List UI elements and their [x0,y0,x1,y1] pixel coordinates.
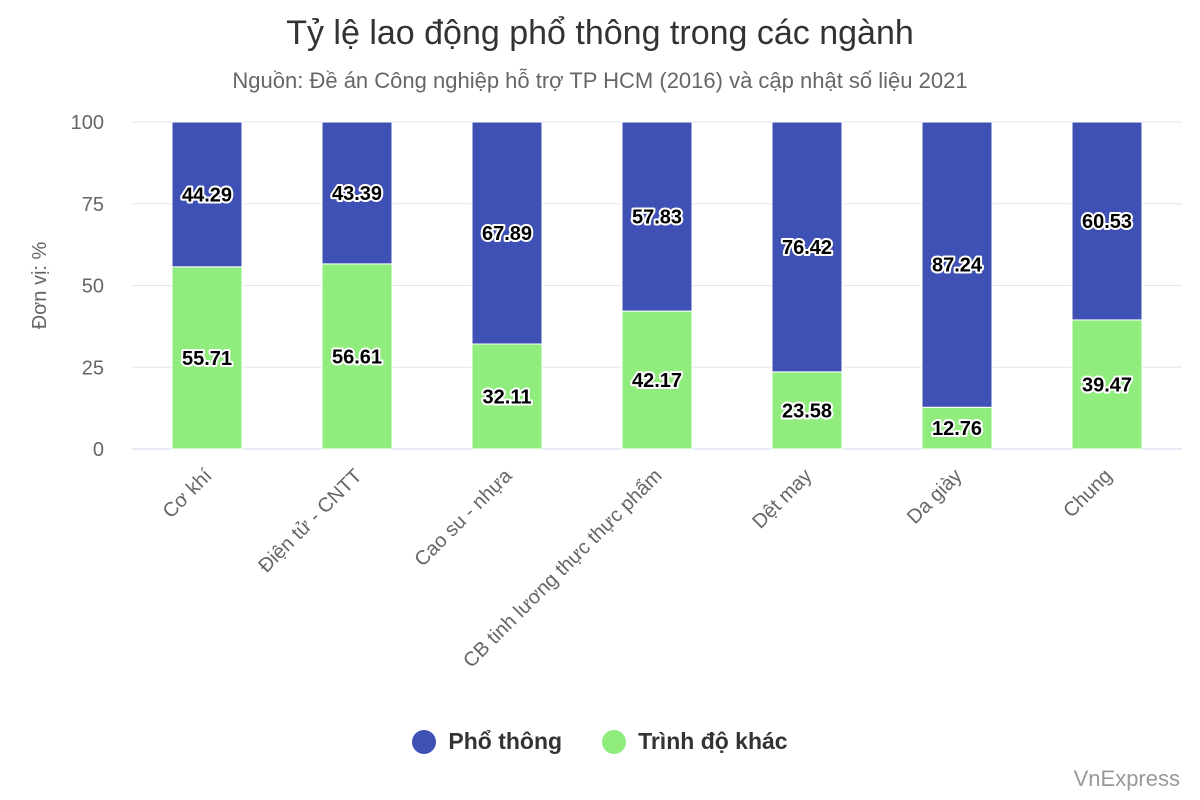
data-label: 42.17 [632,370,682,392]
data-label: 23.58 [782,400,832,422]
data-label: 55.71 [182,348,232,370]
bar-segment[interactable] [471,121,543,345]
data-label: 87.24 [932,255,983,277]
data-label: 60.53 [1082,211,1132,233]
legend-item-pho-thong[interactable]: Phổ thông [412,728,562,755]
bar-segment[interactable] [921,121,993,408]
bar-segment[interactable] [921,406,993,450]
data-label: 57.83 [632,207,682,229]
y-tick-label: 100 [71,112,104,134]
x-tick-label: Cơ khí [159,465,217,523]
data-label: 39.47 [1082,374,1132,396]
data-label: 44.29 [182,184,232,206]
bar-segment[interactable] [171,121,243,268]
bar-segment[interactable] [771,121,843,373]
bar-segment[interactable] [321,121,393,265]
legend-label-pho-thong: Phổ thông [448,728,563,754]
bar-segment[interactable] [621,121,693,312]
legend-swatch-pho-thong [412,729,437,754]
bar-segment[interactable] [1071,121,1143,321]
bar-segment[interactable] [171,266,243,450]
x-tick-label: Điện tử - CNTT [254,465,366,577]
data-label: 43.39 [332,183,382,205]
x-tick-label: Chung [1059,465,1116,522]
legend: Phổ thông Trình độ khác [0,728,1200,755]
x-tick-label: Da giày [903,465,967,529]
data-label: 76.42 [782,237,832,259]
bar-segment[interactable] [471,343,543,450]
data-labels: 55.71 44.29 56.61 43.39 32.11 67.89 42.17 57.83… [180,181,1134,442]
data-label: 32.11 [483,387,532,409]
x-tick-label: Dệt may [748,465,816,533]
chart-subtitle: Nguồn: Đề án Công nghiệp hỗ trợ TP HCM (… [232,68,968,93]
data-label: 67.89 [482,223,532,245]
credit-text[interactable]: VnExpress [1073,766,1180,791]
bar-segment[interactable] [771,371,843,450]
y-tick-label: 75 [82,194,104,216]
y-tick-label: 0 [93,439,104,461]
bar-segment[interactable] [1071,319,1143,450]
data-label: 12.76 [932,418,982,440]
legend-label-trinh-do-khac: Trình độ khác [638,728,788,754]
chart-title: Tỷ lệ lao động phổ thông trong các ngành [286,14,914,52]
legend-swatch-trinh-do-khac [602,729,627,754]
legend-item-trinh-do-khac[interactable]: Trình độ khác [602,728,788,755]
chart-plot: 55.71 44.29 56.61 43.39 32.11 67.89 42.17 57.83… [29,112,1182,672]
x-tick-label: Cao su - nhựa [411,464,518,571]
y-tick-label: 50 [82,276,104,298]
bar-segment[interactable] [621,310,693,450]
data-label: 56.61 [332,346,382,368]
y-axis-label: Đơn vị: % [29,241,51,329]
bar-segment[interactable] [321,263,393,450]
y-tick-label: 25 [82,357,104,379]
bars [171,121,1143,450]
